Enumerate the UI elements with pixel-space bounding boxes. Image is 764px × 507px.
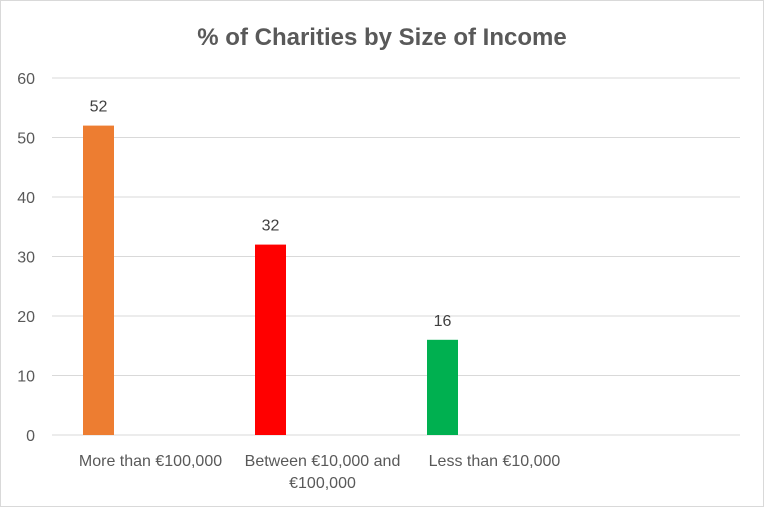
bars bbox=[83, 125, 458, 435]
data-labels: 52 32 16 bbox=[90, 99, 452, 330]
bar bbox=[427, 339, 458, 435]
bar bbox=[255, 244, 286, 435]
data-label: 52 bbox=[90, 99, 108, 116]
bar bbox=[83, 125, 114, 435]
y-axis-ticks: 0 10 20 30 40 50 60 bbox=[17, 71, 35, 445]
data-label: 16 bbox=[434, 313, 452, 330]
y-tick-label: 0 bbox=[26, 428, 35, 445]
x-axis-labels: More than €100,000 Between €10,000 and €10… bbox=[79, 453, 561, 492]
y-tick-label: 10 bbox=[17, 369, 35, 386]
x-tick-label: More than €100,000 bbox=[79, 453, 222, 470]
y-tick-label: 40 bbox=[17, 190, 35, 207]
data-label: 32 bbox=[262, 218, 280, 235]
x-tick-label: Between €10,000 and bbox=[245, 453, 401, 470]
y-tick-label: 30 bbox=[17, 250, 35, 267]
x-tick-label: €100,000 bbox=[289, 475, 356, 492]
x-tick-label: Less than €10,000 bbox=[429, 453, 561, 470]
y-tick-label: 20 bbox=[17, 309, 35, 326]
gridlines bbox=[52, 77, 740, 436]
y-tick-label: 60 bbox=[17, 71, 35, 88]
chart-title: % of Charities by Size of Income bbox=[197, 24, 566, 51]
y-tick-label: 50 bbox=[17, 131, 35, 148]
